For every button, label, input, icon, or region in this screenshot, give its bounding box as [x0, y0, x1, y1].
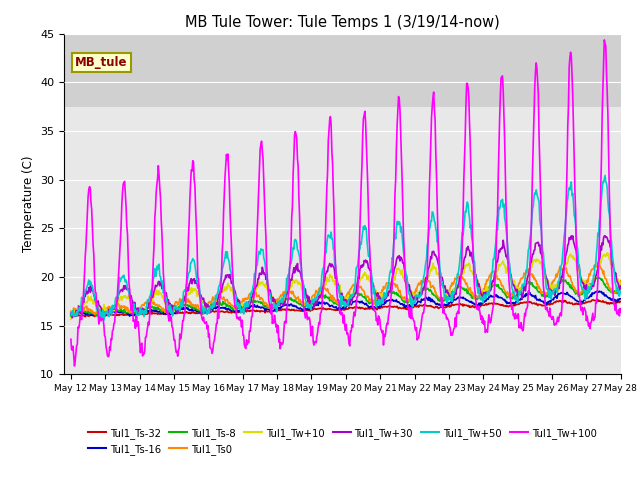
Title: MB Tule Tower: Tule Temps 1 (3/19/14-now): MB Tule Tower: Tule Temps 1 (3/19/14-now…: [185, 15, 500, 30]
Bar: [64, 34, 621, 107]
Legend: Tul1_Ts-32, Tul1_Ts-16, Tul1_Ts-8, Tul1_Ts0, Tul1_Tw+10, Tul1_Tw+30, Tul1_Tw+50,: Tul1_Ts-32, Tul1_Ts-16, Tul1_Ts-8, Tul1_…: [84, 424, 600, 458]
Y-axis label: Temperature (C): Temperature (C): [22, 156, 35, 252]
Text: MB_tule: MB_tule: [75, 56, 127, 69]
